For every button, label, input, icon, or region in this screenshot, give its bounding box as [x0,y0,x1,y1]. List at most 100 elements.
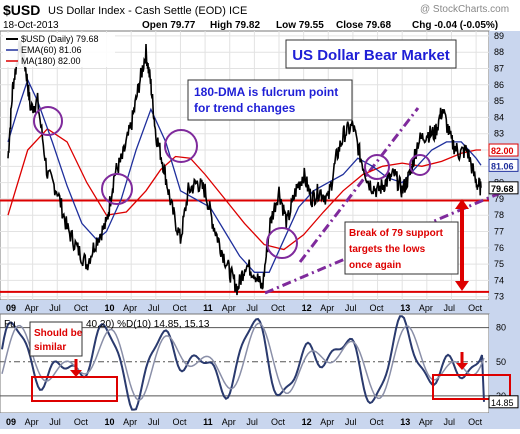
index-name: US Dollar Index - Cash Settle (EOD) ICE [48,5,247,17]
trendline-upper [298,107,420,263]
open-value: Open 79.77 [142,20,196,31]
y-tick-label: 84 [494,112,504,122]
price-marker-label: 81.06 [491,161,514,171]
series-line-ma-180- [7,127,481,251]
x-tick-label: 10 [105,303,115,313]
stoch-d-line [1,322,485,401]
high-value: High 79.82 [210,20,260,31]
header-bg [0,0,520,30]
x-tick-label: Apr [25,417,39,427]
x-tick-label: Oct [74,303,89,313]
x-tick-label: Apr [123,303,137,313]
x-tick-label: Apr [222,303,236,313]
x-tick-label: 11 [203,417,213,427]
x-tick-label: 09 [6,417,16,427]
price-marker-box [488,181,519,195]
annotation-break-line3: once again [349,260,401,271]
circle-marker [33,106,63,136]
arrow-up-head [455,199,469,209]
legend-price: $USD (Daily) 79.68 [21,34,99,44]
x-tick-label: Apr [419,417,433,427]
symbol: $USD [3,2,40,18]
x-tick-label: 12 [302,417,312,427]
highlight-box-right [432,374,511,400]
arrow-down-right-head [456,363,468,370]
x-tick-label: Jul [148,303,160,313]
x-tick-label: Jul [345,417,357,427]
arrow-down-left-head [70,370,82,377]
y-tick-label: 83 [494,129,504,139]
x-tick-label: 11 [203,303,213,313]
y-tick-label: 74 [494,275,504,285]
y-tick-label: 77 [494,227,504,237]
x-tick-label: Jul [246,303,258,313]
x-tick-label: Jul [443,417,455,427]
x-tick-label: Oct [370,417,385,427]
price-legend: $USD (Daily) 79.68 EMA(60) 81.06 MA(180)… [3,33,115,67]
annotation-similar-line2: similar [34,342,66,353]
price-markers: 82.00 81.06 79.68 [488,143,519,195]
highlight-box-left [31,376,118,402]
annotation-break-line2: targets the lows [349,244,426,255]
watermark: @ StockCharts.com [420,4,509,15]
stoch-marker-label: 14.85 [491,398,514,408]
y-tick-label: 87 [494,63,504,73]
close-value: Close 79.68 [336,20,391,31]
x-tick-label: Oct [271,417,286,427]
x-tick-label: Oct [271,303,286,313]
x-tick-label: 09 [6,303,16,313]
x-tick-label: Apr [25,303,39,313]
y-tick-label: 88 [494,47,504,57]
circle-marker [364,154,390,180]
chart-title: US Dollar Bear Market [292,47,450,64]
title-box [285,39,457,69]
stoch-marker-box [488,395,519,409]
x-tick-label: 13 [400,303,410,313]
x-tick-label: 13 [400,417,410,427]
date: 18-Oct-2013 [3,20,59,31]
x-axis-band-top [0,300,520,314]
stoch-y-tick: 80 [496,323,506,333]
annotation-box-similar [29,321,83,357]
circle-marker [266,227,298,259]
y-tick-label: 78 [494,210,504,220]
y-tick-label: 86 [494,80,504,90]
stoch-y-tick: 50 [496,357,506,367]
x-tick-label: Jul [345,303,357,313]
x-axis-band-bottom [0,413,520,429]
x-tick-label: Oct [74,417,89,427]
y-tick-label: 76 [494,243,504,253]
annotation-dma-line1: 180-DMA is fulcrum point [194,85,338,99]
x-labels-bottom: 09 Apr Jul Oct 10 Apr Jul Oct 11 Apr Jul Oct 12 Apr Ju… [6,417,483,427]
x-tick-label: Jul [148,417,160,427]
support-lines [0,199,489,293]
change-value: Chg -0.04 (-0.05%) [412,20,498,31]
price-marker-box [488,158,519,172]
series-layer [7,40,482,296]
x-labels-top: 09 Apr Jul Oct 10 Apr Jul Oct 11 Apr Jul Oct 12 Apr Ju… [6,303,483,313]
x-tick-label: Jul [443,303,455,313]
x-tick-label: Jul [49,417,61,427]
x-tick-label: Jul [49,303,61,313]
x-tick-label: Oct [468,417,483,427]
stoch-legend-prefix: Fu [4,319,16,330]
x-tick-label: Apr [320,417,334,427]
legend-ma: MA(180) 82.00 [21,56,81,66]
arrow-down-head [455,281,469,291]
price-marker-box [488,143,519,157]
y-tick-label: 89 [494,31,504,41]
legend-ema: EMA(60) 81.06 [21,45,82,55]
annotation-similar-line1: Should be [34,328,83,339]
x-tick-label: Jul [246,417,258,427]
y-tick-label: 79 [494,194,504,204]
y-tick-label: 75 [494,259,504,269]
x-tick-label: Apr [320,303,334,313]
y-tick-label: 85 [494,96,504,106]
circle-marker [164,129,198,163]
annotation-dma-line2: for trend changes [194,101,296,115]
stoch-markers: 14.85 [488,395,519,409]
x-tick-label: 12 [302,303,312,313]
x-tick-label: Apr [222,417,236,427]
circle-marker [101,173,133,205]
